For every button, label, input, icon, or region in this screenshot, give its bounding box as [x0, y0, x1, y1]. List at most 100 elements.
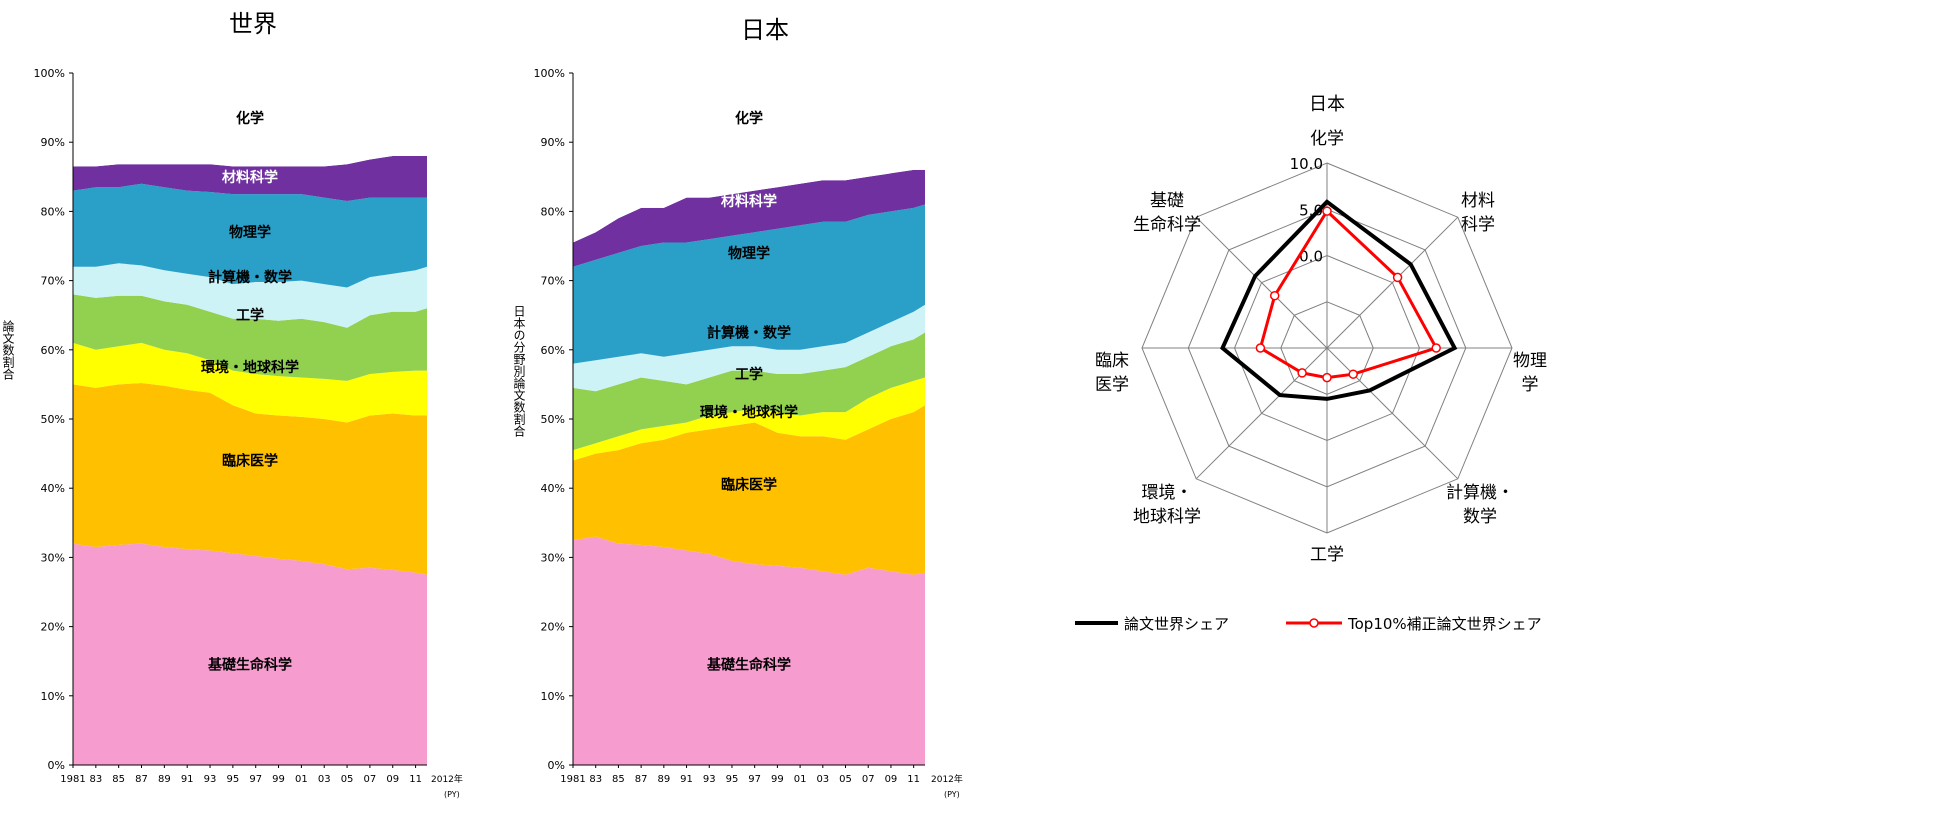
chart-title: 世界 — [229, 10, 277, 38]
y-tick-label: 90% — [41, 136, 65, 149]
radar-spoke — [1326, 216, 1459, 349]
x-tick-label: 03 — [318, 774, 331, 785]
japan-chart-svg: 日本 日本の分野別論文数割合 2012年 (PY) 0% 10% 20% 30% 40%… — [512, 16, 963, 799]
y-tick-label: 0% — [548, 759, 565, 772]
x-tick-label: 01 — [295, 774, 308, 785]
x-end-label: 2012年 — [931, 773, 963, 785]
area-label-環境・地球科学: 環境・地球科学 — [700, 404, 798, 421]
x-tick-label: 85 — [612, 774, 625, 785]
plot-area — [573, 73, 925, 765]
y-tick-label: 80% — [541, 205, 565, 218]
radar-axis-label: 地球科学 — [1133, 507, 1201, 527]
y-tick-label: 30% — [41, 551, 65, 564]
y-tick-label: 10% — [541, 690, 565, 703]
x-tick-label: 99 — [771, 774, 784, 785]
area-物理学 — [73, 183, 427, 288]
y-tick-label: 70% — [41, 275, 65, 288]
x-tick-label: 11 — [409, 774, 422, 785]
x-tick-label: 97 — [748, 774, 761, 785]
radar-point — [1269, 290, 1280, 301]
x-tick-label: 09 — [386, 774, 399, 785]
area-基礎生命科学 — [73, 543, 427, 765]
radar-axis-label: 化学 — [1310, 129, 1344, 149]
area-工学 — [73, 294, 427, 381]
y-tick-label: 20% — [41, 621, 65, 634]
legend-label-top10-share: Top10%補正論文世界シェア — [1347, 615, 1542, 633]
japan-radar-chart: 日本 0.0 5.0 10.0 化学 材料 科学 物理学計算機・ 数学 工学 環境・ 地球科学 臨床医… — [1060, 0, 1943, 814]
y-tick-label: 100% — [534, 67, 565, 80]
japan-stacked-area-chart: 日本 日本の分野別論文数割合 2012年 (PY) 0% 10% 20% 30% 40%… — [510, 0, 980, 814]
radar-point — [1255, 343, 1266, 353]
radar-tick-label: 0.0 — [1299, 248, 1323, 266]
area-label-基礎生命科学: 基礎生命科学 — [707, 657, 791, 674]
y-tick-label: 60% — [41, 344, 65, 357]
x-tick-label: 93 — [703, 774, 716, 785]
y-tick-label: 40% — [41, 482, 65, 495]
x-tick-label: 09 — [885, 774, 898, 785]
area-label-臨床医学: 臨床医学 — [721, 477, 777, 494]
area-化学 — [573, 73, 925, 243]
x-tick-label: 89 — [158, 774, 171, 785]
radar-axis-label: 学 — [1522, 375, 1539, 395]
x-unit-label: (PY) — [944, 790, 960, 799]
x-tick-label: 83 — [589, 774, 602, 785]
radar-tick-label: 10.0 — [1290, 155, 1323, 173]
radar-axis-label: 科学 — [1461, 215, 1495, 235]
y-tick-label: 80% — [41, 205, 65, 218]
x-tick-label: 07 — [862, 774, 875, 785]
x-tick-label: 93 — [204, 774, 217, 785]
area-label-物理学: 物理学 — [229, 224, 271, 241]
legend-label-paper-share: 論文世界シェア — [1124, 615, 1229, 633]
y-tick-label: 0% — [48, 759, 65, 772]
y-tick-label: 60% — [541, 344, 565, 357]
area-工学 — [573, 332, 925, 451]
world-stacked-area-chart: 世界 論文数割合 2012年 (PY) 0% 10% 20% 30% 40% 50% 60%… — [0, 0, 470, 814]
area-臨床医学 — [573, 405, 925, 575]
area-材料科学 — [73, 156, 427, 201]
y-axis-label: 論文数割合 — [1, 319, 15, 380]
x-tick-label: 87 — [635, 774, 648, 785]
radar-spoke — [1195, 216, 1328, 349]
radar-point — [1322, 206, 1332, 216]
x-end-label: 2012年 — [431, 773, 463, 785]
area-計算機・数学 — [573, 304, 925, 392]
x-tick-label: 03 — [816, 774, 829, 785]
y-tick-label: 20% — [541, 621, 565, 634]
area-計算機・数学 — [73, 263, 427, 328]
world-chart-svg: 世界 論文数割合 2012年 (PY) 0% 10% 20% 30% 40% 50% 60%… — [1, 10, 463, 799]
x-tick-label: 01 — [794, 774, 807, 785]
x-tick-label: 1981 — [560, 774, 585, 785]
x-unit-label: (PY) — [444, 790, 460, 799]
x-tick-label: 85 — [112, 774, 125, 785]
area-基礎生命科学 — [573, 536, 925, 765]
x-tick-label: 05 — [341, 774, 354, 785]
area-環境・地球科学 — [73, 342, 427, 423]
area-臨床医学 — [73, 383, 427, 575]
radar-point — [1322, 372, 1332, 383]
area-物理学 — [573, 204, 925, 364]
radar-axis-label: 生命科学 — [1133, 215, 1201, 235]
x-tick-label: 91 — [181, 774, 194, 785]
x-tick-label: 07 — [364, 774, 377, 785]
area-label-工学: 工学 — [735, 366, 763, 383]
x-tick-label: 87 — [135, 774, 148, 785]
radar-axis-label: 工学 — [1310, 545, 1344, 565]
x-tick-label: 95 — [227, 774, 240, 785]
radar-chart-svg: 日本 0.05.010.0化学材料科学物理学計算機・数学工学環境・地球科学臨床医… — [1075, 94, 1547, 633]
y-tick-label: 40% — [541, 482, 565, 495]
area-label-環境・地球科学: 環境・地球科学 — [201, 359, 299, 376]
radar-series-top10-share — [1258, 208, 1439, 380]
area-label-工学: 工学 — [236, 307, 264, 324]
area-label-材料科学: 材料科学 — [721, 193, 777, 210]
area-材料科学 — [573, 169, 925, 267]
radar-axis-label: 基礎 — [1150, 191, 1184, 211]
area-label-材料科学: 材料科学 — [222, 169, 278, 186]
radar-spoke — [1326, 347, 1459, 480]
radar-axis-label: 計算機・ — [1446, 483, 1514, 503]
area-label-化学: 化学 — [236, 110, 264, 127]
radar-axis-label: 数学 — [1463, 507, 1497, 527]
area-環境・地球科学 — [573, 377, 925, 461]
x-tick-label: 99 — [272, 774, 285, 785]
chart-title: 日本 — [1309, 94, 1345, 115]
x-tick-label: 1981 — [60, 774, 85, 785]
